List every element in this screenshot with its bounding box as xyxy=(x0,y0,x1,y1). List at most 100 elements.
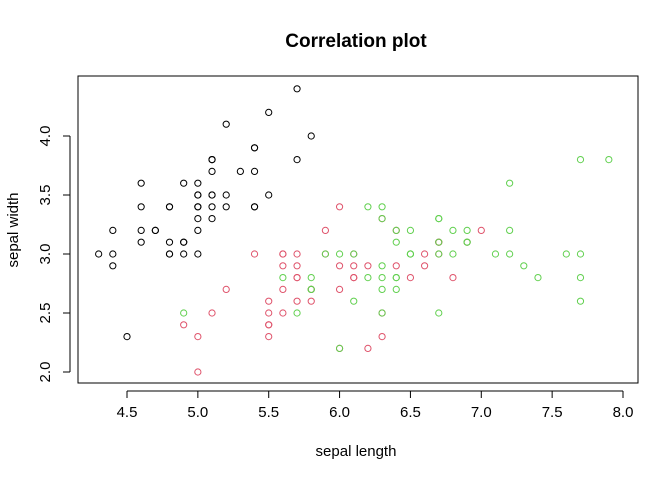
plot-frame xyxy=(77,75,639,384)
data-point xyxy=(95,250,103,258)
data-point xyxy=(137,179,145,187)
data-point xyxy=(279,285,287,293)
data-point xyxy=(165,203,174,211)
data-point xyxy=(208,167,216,175)
data-point xyxy=(208,309,216,317)
y-tick-label: 2.5 xyxy=(37,303,54,324)
data-point xyxy=(293,309,301,317)
data-point xyxy=(180,179,188,187)
data-point xyxy=(520,262,528,270)
data-point xyxy=(421,250,429,258)
data-point xyxy=(534,274,542,282)
data-point xyxy=(165,238,174,246)
data-point xyxy=(307,297,315,305)
data-point xyxy=(222,285,230,293)
data-point xyxy=(449,250,457,258)
data-point xyxy=(279,250,287,258)
data-point xyxy=(364,203,372,211)
data-point xyxy=(180,321,188,329)
y-tick-label: 4.0 xyxy=(37,126,54,147)
data-point xyxy=(605,156,613,164)
data-point xyxy=(350,262,358,270)
x-tick-label: 6.5 xyxy=(400,404,421,421)
data-point xyxy=(194,215,202,223)
data-point xyxy=(406,250,415,258)
data-point xyxy=(321,226,329,234)
data-point xyxy=(265,321,273,329)
data-point xyxy=(194,368,202,376)
data-point xyxy=(335,250,344,258)
data-point xyxy=(265,333,273,341)
data-point xyxy=(250,144,259,152)
data-point xyxy=(491,250,500,258)
data-point xyxy=(449,226,457,234)
data-point xyxy=(222,120,230,128)
data-point xyxy=(435,238,443,246)
data-point xyxy=(208,156,216,164)
data-point xyxy=(506,250,514,258)
data-point xyxy=(350,250,358,258)
data-point xyxy=(406,226,415,234)
y-tick-label: 3.5 xyxy=(37,185,54,206)
data-point xyxy=(180,238,188,246)
chart-title: Correlation plot xyxy=(285,31,427,52)
data-point xyxy=(378,203,386,211)
data-point xyxy=(350,297,358,305)
data-point xyxy=(378,333,386,341)
data-point xyxy=(194,250,202,258)
data-point xyxy=(293,85,301,93)
y-tick-label: 3.0 xyxy=(37,244,54,265)
x-tick-label: 7.5 xyxy=(542,404,563,421)
data-point xyxy=(265,191,273,199)
data-point xyxy=(335,344,344,352)
data-point xyxy=(109,262,117,270)
x-tick-label: 5.5 xyxy=(258,404,279,421)
data-point xyxy=(562,250,570,258)
data-point xyxy=(364,274,372,282)
data-point xyxy=(378,309,386,317)
x-axis-ticks: 4.5 5.0 5.5 6.0 6.5 7.0 7.5 8.0 xyxy=(117,391,633,421)
data-point xyxy=(165,250,174,258)
data-point xyxy=(250,250,259,258)
data-point xyxy=(194,226,202,234)
data-point xyxy=(293,262,301,270)
data-point xyxy=(194,179,202,187)
data-point xyxy=(279,274,287,282)
data-point xyxy=(307,285,315,293)
data-point xyxy=(321,250,329,258)
data-point xyxy=(378,215,386,223)
x-tick-label: 4.5 xyxy=(117,404,138,421)
data-point xyxy=(151,226,159,234)
data-point xyxy=(421,262,429,270)
data-point xyxy=(506,179,514,187)
data-point xyxy=(392,226,400,234)
data-point xyxy=(463,238,471,246)
data-point xyxy=(378,262,386,270)
data-point xyxy=(449,274,457,282)
data-point xyxy=(250,203,259,211)
data-point xyxy=(137,203,145,211)
data-point xyxy=(250,167,259,175)
data-point xyxy=(576,274,585,282)
data-point xyxy=(506,226,514,234)
data-point xyxy=(576,297,585,305)
data-point xyxy=(378,285,386,293)
data-point xyxy=(222,203,230,211)
data-point xyxy=(477,226,485,234)
data-point xyxy=(435,309,443,317)
data-point xyxy=(350,274,358,282)
x-tick-label: 7.0 xyxy=(471,404,492,421)
data-point xyxy=(208,191,216,199)
scatter-points xyxy=(95,85,613,376)
data-point xyxy=(392,238,400,246)
data-point xyxy=(293,156,301,164)
data-point xyxy=(378,274,386,282)
data-point xyxy=(435,215,443,223)
data-point xyxy=(576,156,585,164)
data-point xyxy=(406,274,415,282)
data-point xyxy=(364,344,372,352)
data-point xyxy=(109,226,117,234)
x-tick-label: 6.0 xyxy=(329,404,350,421)
y-axis-label: sepal width xyxy=(5,192,22,267)
